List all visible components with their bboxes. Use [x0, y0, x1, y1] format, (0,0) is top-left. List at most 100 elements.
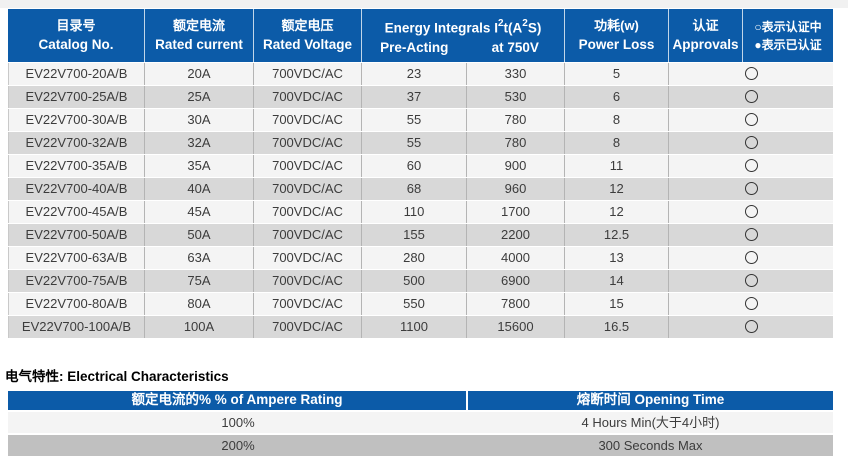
- cell-approval-status: [669, 132, 833, 154]
- cell-rated-voltage: 700VDC/AC: [254, 178, 362, 200]
- fuse-row: EV22V700-100A/B 100A 700VDC/AC 1100 15600 16.…: [8, 316, 833, 339]
- cell-power-loss: 13: [565, 247, 669, 269]
- cell-pre-acting: 550: [362, 293, 467, 315]
- cell-at-750v: 15600: [467, 316, 565, 338]
- cell-at-750v: 330: [467, 63, 565, 85]
- cell-catalog: EV22V700-25A/B: [8, 86, 145, 108]
- cell-approval-status: [669, 86, 833, 108]
- header-cell-energy-integrals: Energy Integrals I2t(A2S) Pre-Acting at …: [362, 9, 565, 62]
- pending-approval-icon: [744, 66, 758, 80]
- cell-at-750v: 6900: [467, 270, 565, 292]
- header-opening-time: 熔断时间 Opening Time: [576, 392, 725, 407]
- cell-rated-voltage: 700VDC/AC: [254, 270, 362, 292]
- cell-rated-current: 40A: [145, 178, 254, 200]
- subheader-pre-acting: Pre-Acting: [380, 40, 449, 56]
- cell-pre-acting: 60: [362, 155, 467, 177]
- header-cell-catalog: 目录号 Catalog No.: [8, 9, 145, 62]
- opening-time-row: 200% 300 Seconds Max: [8, 435, 833, 458]
- pending-approval-icon: [744, 158, 758, 172]
- cell-catalog: EV22V700-80A/B: [8, 293, 145, 315]
- cell-at-750v: 1700: [467, 201, 565, 223]
- cell-rated-current: 30A: [145, 109, 254, 131]
- cell-power-loss: 16.5: [565, 316, 669, 338]
- cell-rated-current: 45A: [145, 201, 254, 223]
- energy-subheaders: Pre-Acting at 750V: [362, 38, 564, 57]
- cell-approval-status: [669, 316, 833, 338]
- cell-rated-current: 75A: [145, 270, 254, 292]
- electrical-characteristics-table: 额定电流的% % of Ampere Rating 熔断时间 Opening T…: [8, 391, 833, 458]
- pending-approval-icon: [744, 319, 758, 333]
- subheader-at-750v: at 750V: [491, 40, 539, 56]
- cell-pre-acting: 55: [362, 132, 467, 154]
- cell-at-750v: 900: [467, 155, 565, 177]
- cell-at-750v: 960: [467, 178, 565, 200]
- fuse-row: EV22V700-30A/B 30A 700VDC/AC 55 780 8: [8, 109, 833, 132]
- cell-catalog: EV22V700-100A/B: [8, 316, 145, 338]
- cell-rated-voltage: 700VDC/AC: [254, 63, 362, 85]
- fuse-spec-table: 目录号 Catalog No. 额定电流 Rated current 额定电压 …: [8, 9, 833, 339]
- cell-approval-status: [669, 155, 833, 177]
- cell-catalog: EV22V700-35A/B: [8, 155, 145, 177]
- header-voltage-cn: 额定电压: [281, 18, 334, 33]
- legend-certified: ●表示已认证: [754, 37, 822, 52]
- pending-approval-icon: [744, 227, 758, 241]
- cell-catalog: EV22V700-20A/B: [8, 63, 145, 85]
- cell-rated-voltage: 700VDC/AC: [254, 224, 362, 246]
- cell-power-loss: 12: [565, 178, 669, 200]
- header-ampere-rating: 额定电流的% % of Ampere Rating: [8, 391, 468, 410]
- header-approvals-cn: 认证: [692, 18, 719, 33]
- cell-approval-status: [669, 201, 833, 223]
- fuse-row: EV22V700-20A/B 20A 700VDC/AC 23 330 5: [8, 63, 833, 86]
- cell-pre-acting: 500: [362, 270, 467, 292]
- cell-rated-voltage: 700VDC/AC: [254, 247, 362, 269]
- cell-at-750v: 2200: [467, 224, 565, 246]
- cell-at-750v: 530: [467, 86, 565, 108]
- cell-pre-acting: 68: [362, 178, 467, 200]
- cell-rated-current: 100A: [145, 316, 254, 338]
- fuse-row: EV22V700-32A/B 32A 700VDC/AC 55 780 8: [8, 132, 833, 155]
- fuse-row: EV22V700-63A/B 63A 700VDC/AC 280 4000 13: [8, 247, 833, 270]
- fuse-row: EV22V700-25A/B 25A 700VDC/AC 37 530 6: [8, 86, 833, 109]
- cell-pre-acting: 23: [362, 63, 467, 85]
- cell-rated-voltage: 700VDC/AC: [254, 293, 362, 315]
- cell-power-loss: 5: [565, 63, 669, 85]
- cell-catalog: EV22V700-45A/B: [8, 201, 145, 223]
- cell-approval-status: [669, 247, 833, 269]
- fuse-row: EV22V700-80A/B 80A 700VDC/AC 550 7800 15: [8, 293, 833, 316]
- cell-power-loss: 6: [565, 86, 669, 108]
- cell-pre-acting: 110: [362, 201, 467, 223]
- cell-approval-status: [669, 224, 833, 246]
- cell-rated-current: 50A: [145, 224, 254, 246]
- cell-rated-voltage: 700VDC/AC: [254, 155, 362, 177]
- header-current-cn: 额定电流: [172, 18, 225, 33]
- fuse-row: EV22V700-40A/B 40A 700VDC/AC 68 960 12: [8, 178, 833, 201]
- header-catalog-cn: 目录号: [56, 18, 96, 33]
- header-cell-power-loss: 功耗(w) Power Loss: [565, 9, 669, 62]
- cell-approval-status: [669, 270, 833, 292]
- cell-power-loss: 12.5: [565, 224, 669, 246]
- pending-approval-icon: [744, 135, 758, 149]
- cell-at-750v: 4000: [467, 247, 565, 269]
- cell-pre-acting: 55: [362, 109, 467, 131]
- cell-rated-voltage: 700VDC/AC: [254, 132, 362, 154]
- fuse-row: EV22V700-50A/B 50A 700VDC/AC 155 2200 12.5: [8, 224, 833, 247]
- cell-rated-current: 63A: [145, 247, 254, 269]
- cell-catalog: EV22V700-40A/B: [8, 178, 145, 200]
- header-approvals-en: Approvals: [672, 37, 739, 52]
- header-cell-rated-current: 额定电流 Rated current: [145, 9, 254, 62]
- cell-pre-acting: 155: [362, 224, 467, 246]
- pending-approval-icon: [744, 250, 758, 264]
- cell-power-loss: 8: [565, 109, 669, 131]
- bottom-table-header: 额定电流的% % of Ampere Rating 熔断时间 Opening T…: [8, 391, 833, 412]
- cell-catalog: EV22V700-63A/B: [8, 247, 145, 269]
- cell-catalog: EV22V700-50A/B: [8, 224, 145, 246]
- pending-approval-icon: [744, 112, 758, 126]
- energy-integrals-title: Energy Integrals I2t(A2S): [384, 17, 542, 36]
- opening-time-row: 100% 4 Hours Min(大于4小时): [8, 412, 833, 435]
- header-voltage-en: Rated Voltage: [262, 37, 352, 52]
- fuse-table-header: 目录号 Catalog No. 额定电流 Rated current 额定电压 …: [8, 9, 833, 63]
- cell-rated-current: 80A: [145, 293, 254, 315]
- cell-power-loss: 14: [565, 270, 669, 292]
- cell-ampere-rating: 200%: [221, 438, 255, 453]
